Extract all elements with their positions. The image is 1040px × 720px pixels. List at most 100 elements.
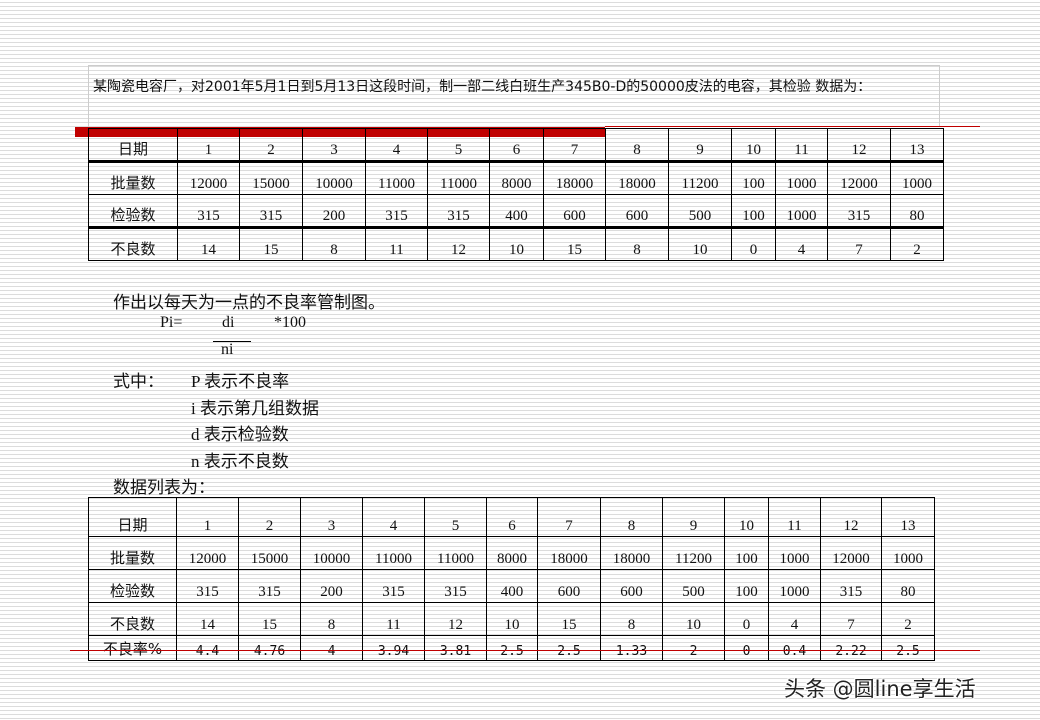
table-cell: 7 [827,227,891,261]
table-row: 日期 1 2 3 4 5 6 7 8 9 10 11 12 13 [88,128,944,163]
table-cell: 10 [731,128,776,163]
table-cell: 8 [300,602,363,636]
table-cell: 8 [302,227,366,261]
table-row: 检验数 315 315 200 315 315 400 600 600 500 100 1000 315… [88,194,944,229]
table-cell: 4 [365,128,428,163]
row-label: 日期 [88,497,177,537]
table-cell: 15 [239,227,303,261]
table-cell: 8000 [486,536,538,570]
table-cell: 8 [600,497,663,537]
table-cell: 11 [775,128,828,163]
table-cell: 315 [365,194,428,229]
table-row: 不良数 14 15 8 11 12 10 15 8 10 0 4 7 2 [88,227,944,261]
table-cell: 2 [662,635,725,661]
table-cell: 11000 [365,161,428,195]
row-label: 不良率% [88,635,177,661]
table-cell: 12 [424,602,487,636]
table-cell: 11000 [427,161,490,195]
table-cell: 14 [176,602,239,636]
table-cell: 4 [768,602,821,636]
table-cell: 11200 [668,161,732,195]
table-cell: 18000 [600,536,663,570]
table-cell: 18000 [605,161,669,195]
table-cell: 600 [543,194,606,229]
table-cell: 315 [239,194,303,229]
table-cell: 1000 [881,536,935,570]
table-cell: 1 [176,497,239,537]
table-cell: 315 [827,194,891,229]
list-title: 数据列表为： [113,478,215,497]
table-cell: 80 [881,569,935,603]
fraction-bar [213,341,251,342]
table-cell: 12000 [177,161,240,195]
table-cell: 3 [300,497,363,537]
row-label: 批量数 [88,536,177,570]
table-cell: 10000 [300,536,363,570]
table-cell: 2 [890,227,944,261]
intro-text: 某陶瓷电容厂，对2001年5月1日到5月13日这段时间，制一部二线白班生产345… [88,65,940,127]
table-cell: 100 [724,536,769,570]
table-cell: 18000 [537,536,601,570]
table-cell: 2 [881,602,935,636]
row-label: 不良数 [88,602,177,636]
row-label: 检验数 [88,194,178,229]
table-cell: 7 [820,602,882,636]
legend-item: P 表示不良率 [191,372,290,391]
table-cell: 9 [668,128,732,163]
table-cell: 315 [427,194,490,229]
table-cell: 100 [731,161,776,195]
table-cell: 600 [537,569,601,603]
table-cell: 500 [668,194,732,229]
table-cell: 4.4 [176,635,239,661]
table-cell: 315 [820,569,882,603]
inspection-data-table: 日期 1 2 3 4 5 6 7 8 9 10 11 12 13 批量数 12000 15000 10000 110… [88,128,944,261]
table-cell: 2 [238,497,301,537]
table-cell: 10 [668,227,732,261]
red-accent-line [70,650,980,651]
table-cell: 10000 [302,161,366,195]
table-cell: 1000 [775,194,828,229]
table-cell: 0 [731,227,776,261]
table-cell: 1.33 [600,635,663,661]
table-cell: 11000 [424,536,487,570]
table-cell: 12 [427,227,490,261]
table-cell: 13 [881,497,935,537]
row-label: 不良数 [88,227,178,261]
table-cell: 11 [362,602,425,636]
table-cell: 1000 [768,536,821,570]
formula-numerator: di [222,314,235,331]
table-cell: 5 [424,497,487,537]
table-cell: 15 [238,602,301,636]
table-cell: 11 [365,227,428,261]
table-cell: 200 [300,569,363,603]
table-cell: 10 [662,602,725,636]
table-cell: 14 [177,227,240,261]
table-cell: 0 [724,602,769,636]
table-cell: 600 [600,569,663,603]
table-cell: 7 [537,497,601,537]
table-cell: 11200 [662,536,725,570]
table-cell: 12000 [176,536,239,570]
table-cell: 4 [362,497,425,537]
table-row: 批量数 12000 15000 10000 11000 11000 8000 18000 180… [88,536,935,570]
table-cell: 4 [300,635,363,661]
table-cell: 6 [489,128,544,163]
formula-multiplier: *100 [274,314,306,331]
table-cell: 3.94 [362,635,425,661]
red-accent-line [605,126,980,127]
table-cell: 8 [605,227,669,261]
table-row: 不良数 14 15 8 11 12 10 15 8 10 0 4 7 2 [88,602,935,636]
table-cell: 15 [537,602,601,636]
row-label: 日期 [88,128,178,163]
legend-item: d 表示检验数 [191,425,289,444]
table-cell: 10 [486,602,538,636]
table-cell: 11 [768,497,821,537]
table-cell: 2 [239,128,303,163]
defect-rate-table: 日期 1 2 3 4 5 6 7 8 9 10 11 12 13 批量数 12000 15000 10000 110… [88,497,935,661]
watermark: 头条 @圆line享生活 [784,677,976,701]
table-cell: 2.22 [820,635,882,661]
table-cell: 0.4 [768,635,821,661]
table-cell: 500 [662,569,725,603]
table-cell: 600 [605,194,669,229]
table-cell: 4 [775,227,828,261]
